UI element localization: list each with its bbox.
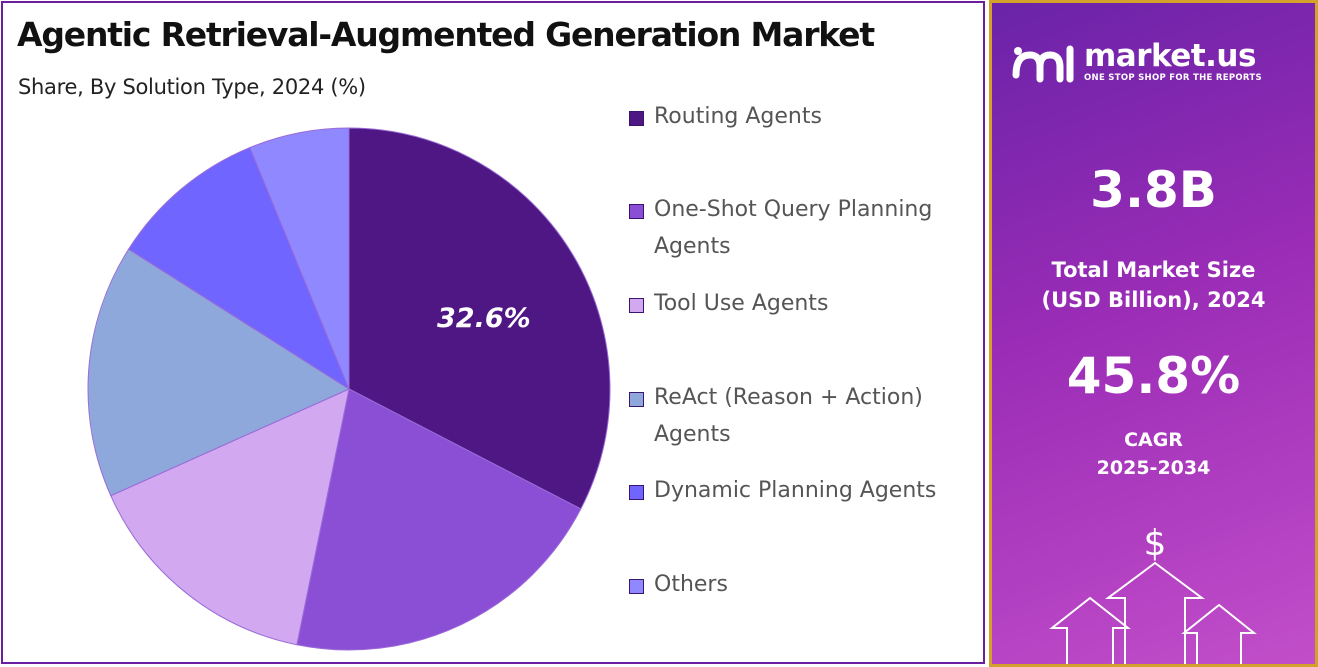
pie-chart: 32.6% xyxy=(87,127,611,651)
legend-swatch xyxy=(629,204,644,219)
market-size-label-line2: (USD Billion), 2024 xyxy=(1041,288,1266,312)
chart-title: Agentic Retrieval-Augmented Generation M… xyxy=(17,15,875,54)
market-size-value: 3.8B xyxy=(1090,161,1217,219)
arrow-up-icon xyxy=(1049,596,1131,664)
legend-label: Dynamic Planning Agents xyxy=(654,478,937,503)
legend-item: Routing Agents xyxy=(629,98,984,135)
pie-slice-one-shot-query-planning-agents xyxy=(296,388,582,651)
cagr-label-line1: CAGR xyxy=(1124,429,1183,451)
legend-label: Routing Agents xyxy=(654,104,822,129)
pie-slice-react-reason-action-agents xyxy=(87,248,351,497)
legend-label: ReAct (Reason + Action) Agents xyxy=(654,385,923,447)
brand-name: market.us xyxy=(1084,37,1256,74)
legend-item: One-Shot Query Planning Agents xyxy=(629,191,984,265)
legend-swatch xyxy=(629,485,644,500)
pie-slice-others xyxy=(249,127,350,390)
data-label: 32.6% xyxy=(437,303,531,334)
legend-swatch xyxy=(629,579,644,594)
market-us-logo-icon xyxy=(1012,45,1074,83)
arrow-up-icon xyxy=(1181,603,1257,664)
dollar-icon: $ xyxy=(1144,523,1167,564)
growth-arrows-decoration: $ xyxy=(1049,523,1257,664)
legend-label: Tool Use Agents xyxy=(654,291,829,316)
pie-slice-dynamic-planning-agents xyxy=(127,146,351,391)
legend-swatch xyxy=(629,298,644,313)
pie-slice-tool-use-agents xyxy=(110,388,350,646)
stats-sidebar: market.us ONE STOP SHOP FOR THE REPORTS … xyxy=(989,0,1318,667)
arrow-up-icon xyxy=(1104,561,1206,664)
chart-panel: Agentic Retrieval-Augmented Generation M… xyxy=(1,1,985,664)
market-size-label-line1: Total Market Size xyxy=(1051,258,1256,282)
legend-label: Others xyxy=(654,572,728,597)
legend-item: ReAct (Reason + Action) Agents xyxy=(629,379,984,453)
chart-subtitle: Share, By Solution Type, 2024 (%) xyxy=(18,75,366,99)
cagr-label: CAGR 2025-2034 xyxy=(992,426,1315,482)
cagr-label-line2: 2025-2034 xyxy=(1096,457,1211,479)
legend-swatch xyxy=(629,392,644,407)
brand-tagline: ONE STOP SHOP FOR THE REPORTS xyxy=(1084,72,1262,83)
legend-item: Others xyxy=(629,566,984,603)
pie-slice-routing-agents xyxy=(348,127,611,510)
legend-swatch xyxy=(629,111,644,126)
legend-item: Tool Use Agents xyxy=(629,285,984,322)
market-size-label: Total Market Size (USD Billion), 2024 xyxy=(992,255,1315,315)
brand-logo: market.us ONE STOP SHOP FOR THE REPORTS xyxy=(1010,39,1262,83)
legend-label: One-Shot Query Planning Agents xyxy=(654,197,933,259)
legend-item: Dynamic Planning Agents xyxy=(629,472,984,509)
cagr-value: 45.8% xyxy=(1066,347,1241,405)
